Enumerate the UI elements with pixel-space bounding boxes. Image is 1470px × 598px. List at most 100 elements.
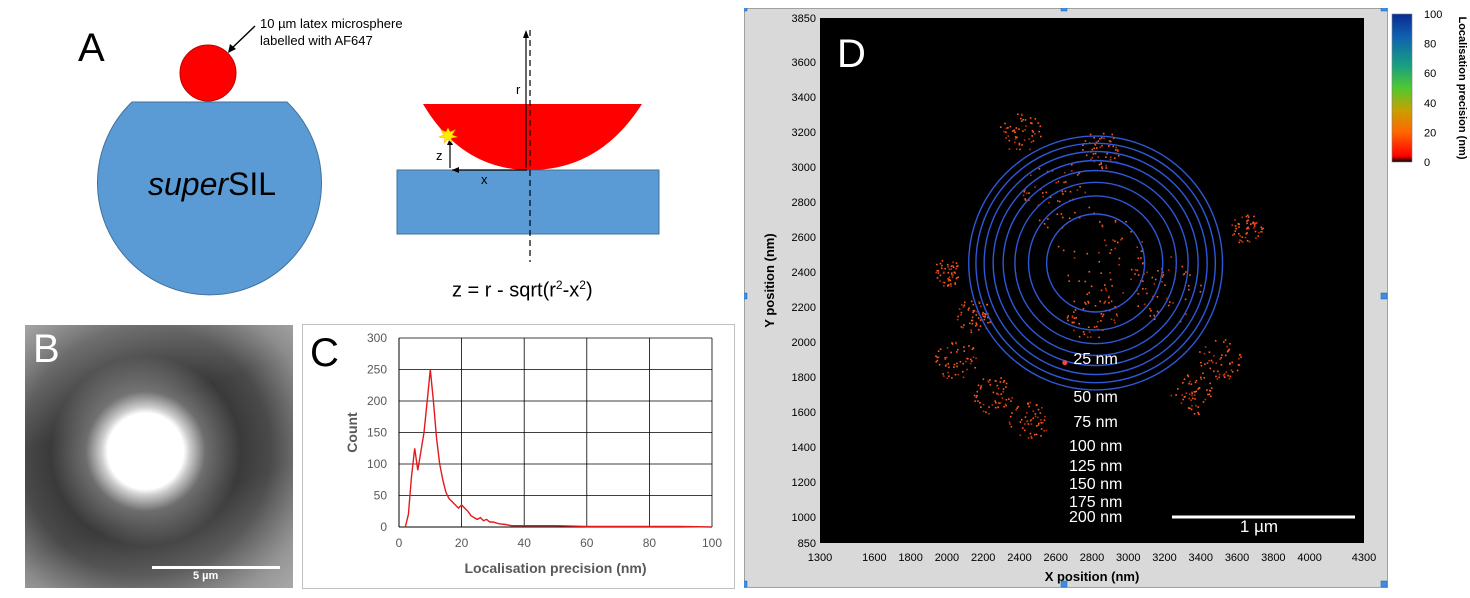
localisation-point: [1237, 223, 1240, 225]
panel-a-letter: A: [78, 26, 105, 70]
x-tick-label: 3800: [1261, 552, 1285, 564]
localisation-point: [1116, 148, 1119, 151]
localisation-point: [955, 341, 957, 344]
y-tick-label: 3000: [792, 162, 816, 174]
localisation-point: [972, 311, 974, 314]
localisation-point: [1100, 162, 1102, 164]
localisation-point: [953, 366, 955, 368]
localisation-point: [1105, 167, 1108, 169]
localisation-point: [1169, 301, 1171, 303]
localisation-point: [963, 350, 966, 352]
localisation-point: [960, 326, 963, 328]
localisation-point: [950, 265, 953, 267]
localisation-point: [1022, 194, 1025, 197]
x-tick-label: 3600: [1225, 552, 1249, 564]
localisation-point: [1191, 392, 1194, 395]
localisation-point: [1114, 247, 1116, 250]
localisation-point: [951, 377, 953, 379]
localisation-point: [1255, 221, 1258, 224]
localisation-point: [1040, 428, 1043, 430]
localisation-point: [1011, 397, 1014, 399]
localisation-point: [1202, 372, 1204, 375]
localisation-point: [983, 318, 986, 321]
supersil-lens: [97, 101, 322, 296]
localisation-point: [1114, 240, 1116, 243]
localisation-point: [1153, 318, 1156, 321]
localisation-point: [1087, 326, 1090, 328]
localisation-point: [997, 393, 1000, 396]
localisation-point: [1076, 174, 1079, 176]
localisation-point: [1030, 174, 1032, 177]
localisation-point: [948, 279, 951, 281]
localisation-point: [1231, 361, 1233, 364]
localisation-point: [1032, 410, 1035, 413]
z-label: z: [436, 148, 443, 163]
localisation-point: [977, 384, 980, 387]
localisation-point: [953, 363, 956, 366]
localisation-point: [974, 325, 977, 327]
x-tick-label: 1300: [808, 552, 832, 564]
localisation-point: [1230, 369, 1233, 371]
localisation-point: [1020, 120, 1023, 122]
localisation-point: [1108, 145, 1110, 147]
localisation-point: [952, 274, 954, 277]
localisation-point: [1096, 321, 1099, 323]
localisation-point: [1225, 371, 1228, 373]
localisation-point: [971, 316, 974, 319]
localisation-point: [1195, 390, 1197, 393]
localisation-point: [947, 362, 950, 365]
localisation-point: [1040, 422, 1043, 424]
localisation-point: [1026, 412, 1028, 414]
localisation-point: [971, 360, 973, 362]
localisation-point: [1100, 272, 1102, 274]
localisation-point: [1088, 206, 1091, 209]
selection-handle: [1060, 580, 1068, 588]
localisation-point: [1055, 182, 1057, 184]
localisation-point: [1189, 407, 1191, 410]
localisation-point: [1239, 239, 1241, 241]
localisation-point: [1108, 295, 1110, 298]
localisation-point: [1213, 355, 1215, 357]
selection-handle: [744, 8, 748, 12]
localisation-point: [947, 285, 949, 287]
localisation-point: [1246, 227, 1248, 230]
localisation-point: [1093, 160, 1096, 163]
localisation-point: [996, 384, 999, 387]
localisation-point: [952, 266, 955, 268]
localisation-point: [1112, 137, 1115, 140]
localisation-point: [1209, 382, 1211, 385]
localisation-point: [947, 271, 950, 274]
colorbar-tick-label: 20: [1424, 127, 1436, 139]
localisation-point: [1041, 407, 1043, 409]
localisation-point: [1175, 394, 1177, 396]
panel-b-scalebar-label: 5 µm: [193, 570, 219, 582]
localisation-point: [1221, 354, 1223, 356]
localisation-point: [1261, 228, 1263, 231]
localisation-point: [1020, 117, 1022, 120]
localisation-point: [1199, 351, 1201, 353]
localisation-point: [1210, 395, 1212, 398]
x-tick-label: 20: [455, 536, 469, 550]
localisation-point: [967, 309, 970, 311]
localisation-point: [942, 281, 945, 284]
localisation-point: [1029, 401, 1031, 404]
localisation-point: [1037, 408, 1040, 411]
localisation-point: [1193, 391, 1196, 393]
localisation-point: [1208, 393, 1211, 396]
localisation-point: [1206, 362, 1209, 364]
localisation-point: [1098, 251, 1100, 254]
localisation-point: [1029, 432, 1032, 435]
localisation-point: [1009, 415, 1012, 418]
localisation-point: [1197, 406, 1200, 408]
localisation-point: [1004, 122, 1006, 125]
localisation-point: [1024, 199, 1027, 201]
localisation-point: [1234, 225, 1237, 227]
localisation-point: [1245, 233, 1247, 235]
x-tick-label: 40: [518, 536, 532, 550]
localisation-point: [1073, 250, 1076, 253]
localisation-point: [1108, 144, 1111, 147]
localisation-point: [975, 396, 978, 398]
localisation-point: [1048, 201, 1050, 204]
localisation-point: [965, 357, 968, 360]
precision-ring: [975, 142, 1217, 384]
